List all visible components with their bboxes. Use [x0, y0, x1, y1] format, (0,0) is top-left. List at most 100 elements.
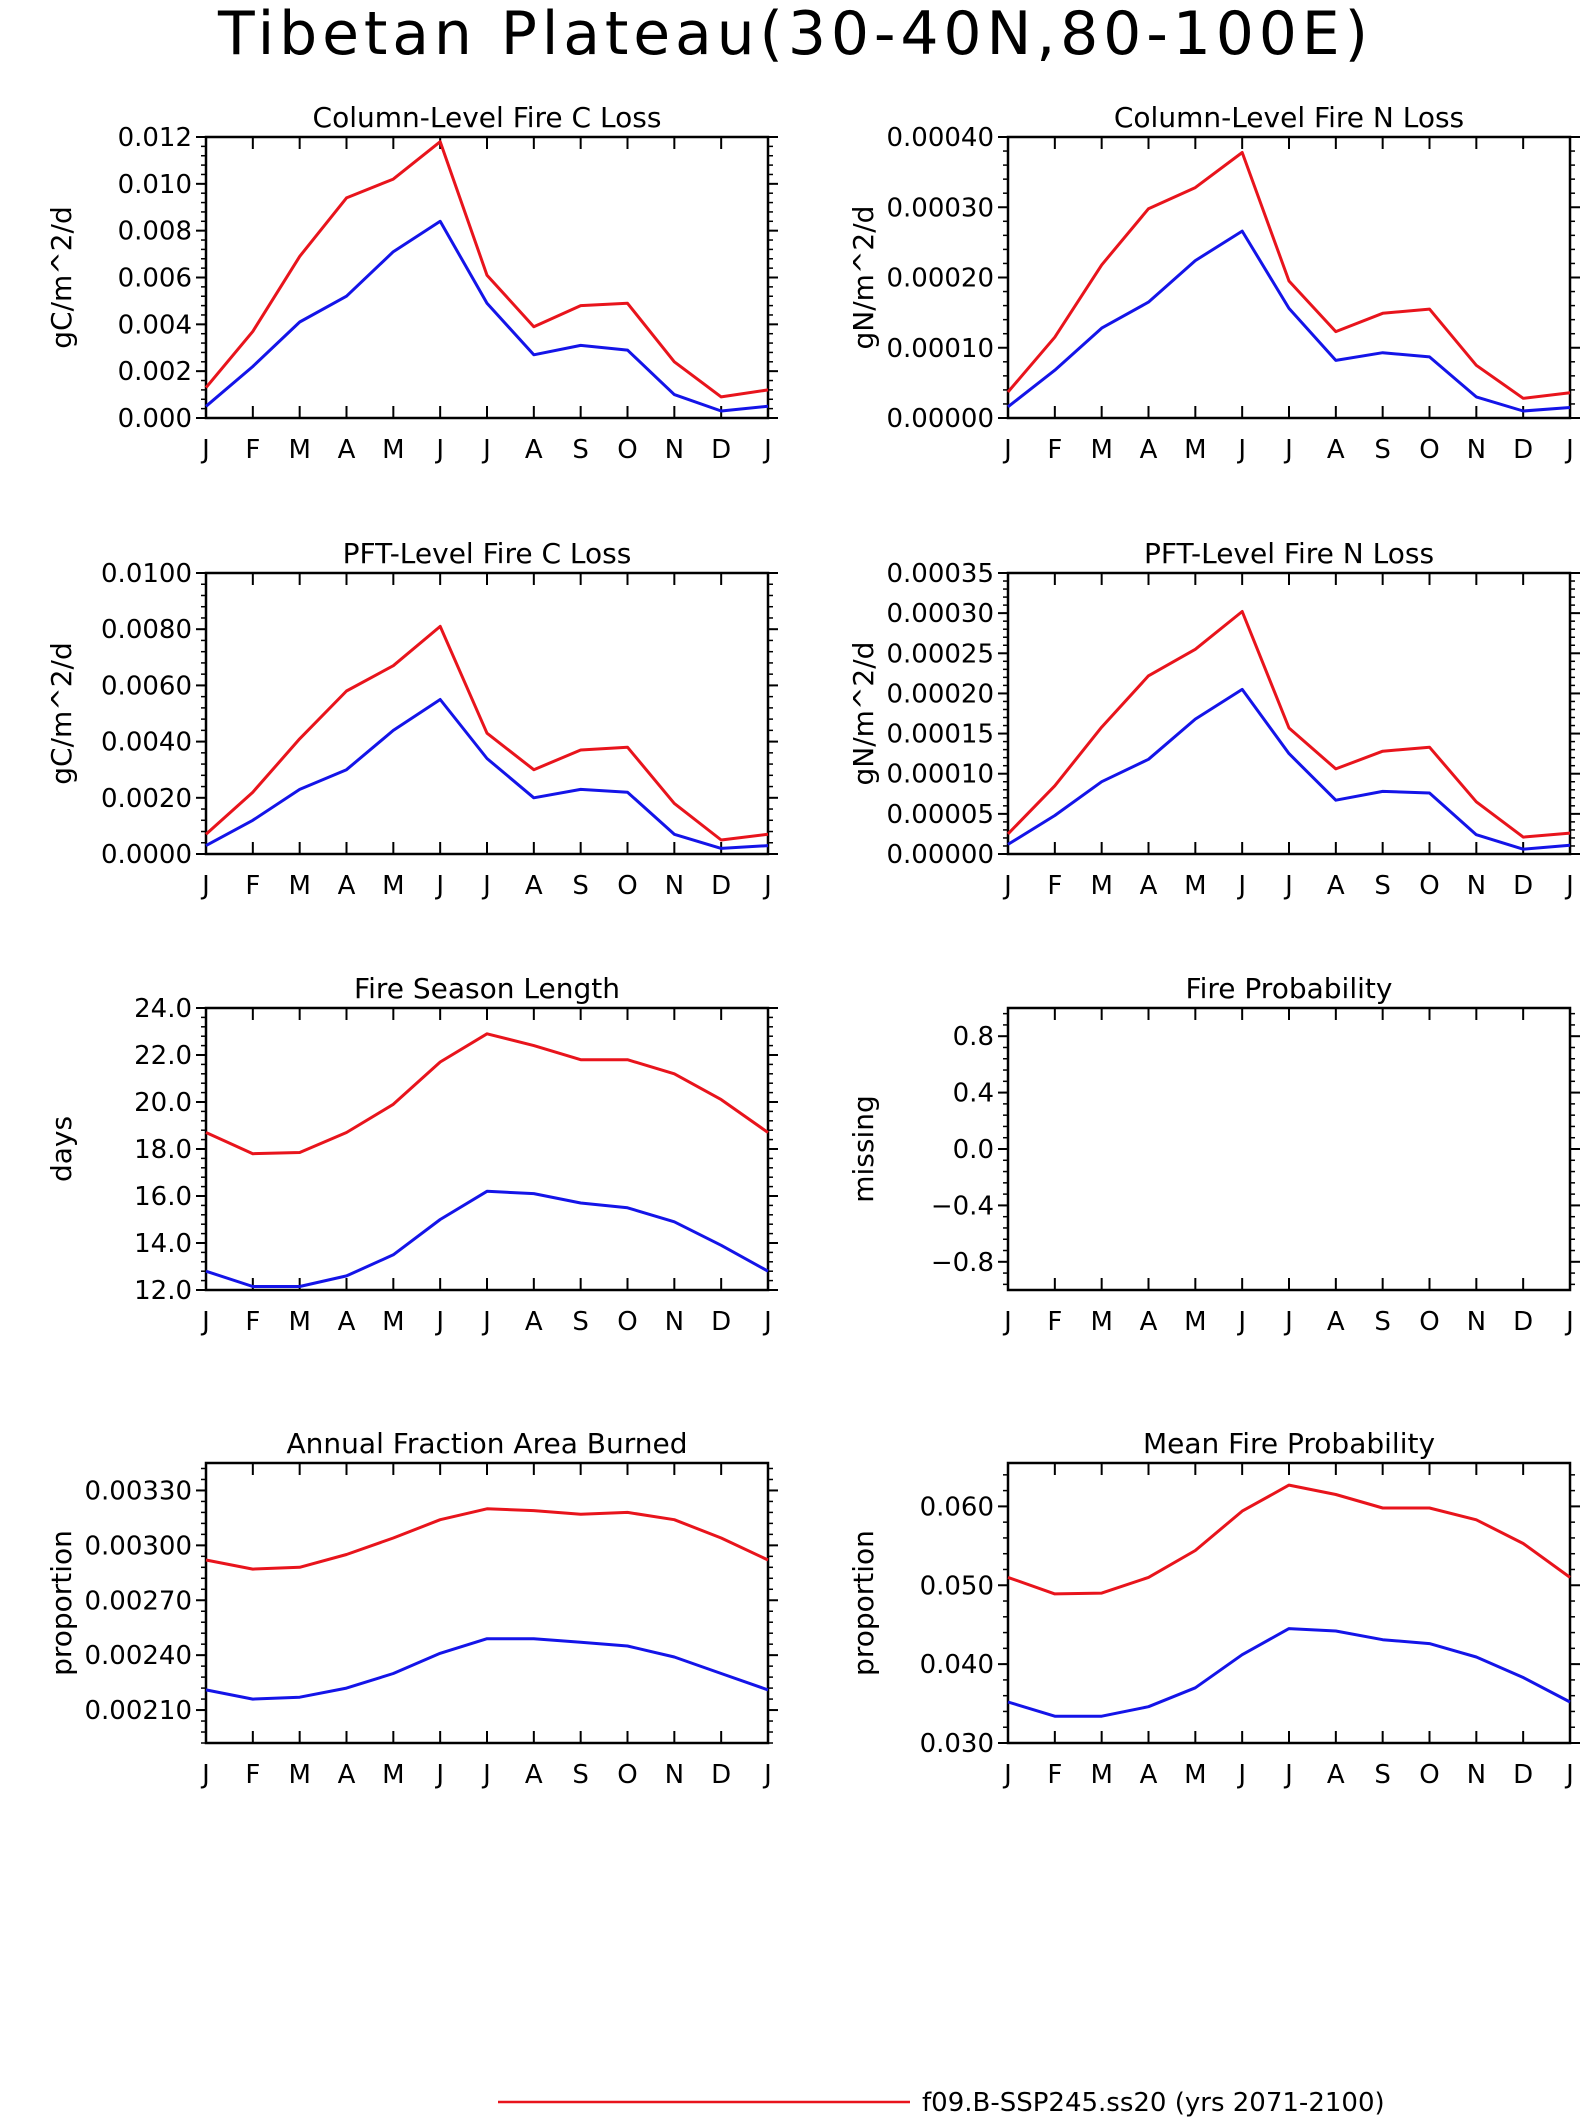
plot-frame	[1006, 571, 1572, 856]
y-axis-label: gN/m^2/d	[847, 642, 880, 786]
x-tick-label: J	[1283, 1307, 1293, 1337]
x-tick-label: A	[525, 435, 543, 465]
y-tick-label: 0.00000	[886, 404, 994, 434]
x-tick-label: J	[1236, 1760, 1246, 1790]
y-axis-label: proportion	[45, 1530, 78, 1676]
y-tick-label: 0.00240	[84, 1641, 192, 1671]
chart-panel-7: J F M A M J J A S O N D J0.002100.002400.002700.0030…	[45, 1427, 778, 1790]
series-line-1	[204, 624, 769, 842]
series-line-2	[1007, 1627, 1571, 1718]
panel-title: Fire Season Length	[354, 972, 620, 1005]
series-line-2	[1007, 229, 1571, 413]
y-tick-label: 0.00035	[886, 559, 994, 589]
panels: J F M A M J J A S O N D J0.0000.0020.0040.0060.0080.…	[45, 101, 1580, 1790]
x-tick-label: F	[245, 435, 260, 465]
series-line-1	[1007, 1483, 1571, 1596]
series-line-2	[205, 1189, 769, 1288]
y-tick-label: 0.0000	[101, 840, 192, 870]
x-tick-label: O	[617, 1307, 637, 1337]
x-tick-label: O	[1419, 871, 1439, 901]
x-tick-label: S	[1374, 1760, 1391, 1790]
y-tick-label: 16.0	[134, 1182, 192, 1212]
x-tick-label: J	[1283, 871, 1293, 901]
legend: f09.B-SSP245.ss20 (yrs 2071-2100)	[498, 2088, 1385, 2118]
x-tick-label: J	[481, 435, 491, 465]
x-tick-label: O	[1419, 1760, 1439, 1790]
x-tick-label: D	[711, 1760, 731, 1790]
y-tick-label: −0.8	[931, 1248, 994, 1278]
x-tick-label: A	[525, 1307, 543, 1337]
x-tick-label: O	[617, 1760, 637, 1790]
x-tick-label: J	[200, 871, 210, 901]
panel-title: Column-Level Fire N Loss	[1114, 101, 1464, 134]
y-tick-label: 0.00040	[886, 123, 994, 153]
y-tick-label: 0.00030	[886, 193, 994, 223]
y-tick-label: 0.010	[118, 170, 192, 200]
y-axis-label: proportion	[847, 1530, 880, 1676]
x-tick-label: J	[762, 1760, 772, 1790]
x-tick-label: J	[200, 1307, 210, 1337]
x-tick-label: J	[1283, 435, 1293, 465]
x-tick-label: O	[1419, 1307, 1439, 1337]
x-tick-label: D	[711, 435, 731, 465]
x-tick-label: F	[1047, 1760, 1062, 1790]
x-tick-label: F	[245, 871, 260, 901]
panel-title: Column-Level Fire C Loss	[313, 101, 662, 134]
x-tick-label: A	[1140, 1760, 1158, 1790]
x-tick-label: N	[1467, 435, 1486, 465]
x-tick-label: J	[762, 871, 772, 901]
y-tick-label: 0.00330	[84, 1476, 192, 1506]
x-tick-label: J	[1002, 871, 1012, 901]
x-tick-label: D	[711, 1307, 731, 1337]
y-tick-label: 0.050	[920, 1571, 994, 1601]
y-tick-label: 18.0	[134, 1135, 192, 1165]
legend-label: f09.B-SSP245.ss20 (yrs 2071-2100)	[922, 2088, 1385, 2118]
x-tick-label: A	[525, 1760, 543, 1790]
y-tick-label: 0.002	[118, 357, 192, 387]
y-axis-label: days	[45, 1116, 78, 1182]
y-tick-label: 0.004	[118, 310, 192, 340]
x-tick-label: A	[1327, 1760, 1345, 1790]
y-tick-label: 0.00005	[886, 800, 994, 830]
y-tick-label: 14.0	[134, 1229, 192, 1259]
x-tick-label: A	[1140, 871, 1158, 901]
x-tick-label: A	[338, 871, 356, 901]
series-line-2	[205, 1637, 769, 1701]
x-tick-label: M	[1184, 871, 1206, 901]
x-tick-label: J	[434, 871, 444, 901]
x-tick-label: A	[338, 1307, 356, 1337]
x-tick-label: J	[1564, 1760, 1574, 1790]
x-tick-label: A	[1140, 435, 1158, 465]
series-line-1	[1006, 151, 1571, 400]
x-tick-label: J	[762, 1307, 772, 1337]
y-tick-label: 0.0	[953, 1135, 994, 1165]
y-axis-label: gN/m^2/d	[847, 206, 880, 350]
x-tick-label: M	[1090, 435, 1112, 465]
x-tick-label: M	[288, 871, 310, 901]
y-tick-label: 0.4	[953, 1079, 994, 1109]
x-tick-label: S	[572, 871, 589, 901]
plot-frame	[204, 135, 770, 420]
x-tick-label: D	[1513, 871, 1533, 901]
x-tick-label: J	[434, 1307, 444, 1337]
figure-title: Tibetan Plateau(30-40N,80-100E)	[217, 0, 1368, 69]
y-tick-label: 24.0	[134, 994, 192, 1024]
y-tick-label: 0.0040	[101, 728, 192, 758]
x-tick-label: J	[1002, 435, 1012, 465]
x-tick-label: O	[1419, 435, 1439, 465]
x-tick-label: N	[1467, 1307, 1486, 1337]
x-tick-label: N	[1467, 871, 1486, 901]
x-tick-label: S	[572, 1307, 589, 1337]
x-tick-label: M	[1184, 435, 1206, 465]
x-tick-label: J	[1564, 435, 1574, 465]
x-tick-label: N	[665, 1307, 684, 1337]
x-tick-label: F	[245, 1760, 260, 1790]
y-tick-label: 0.040	[920, 1650, 994, 1680]
x-tick-label: M	[1184, 1760, 1206, 1790]
x-tick-label: S	[572, 1760, 589, 1790]
y-tick-label: 0.012	[118, 123, 192, 153]
x-tick-label: N	[665, 435, 684, 465]
x-tick-label: J	[434, 435, 444, 465]
